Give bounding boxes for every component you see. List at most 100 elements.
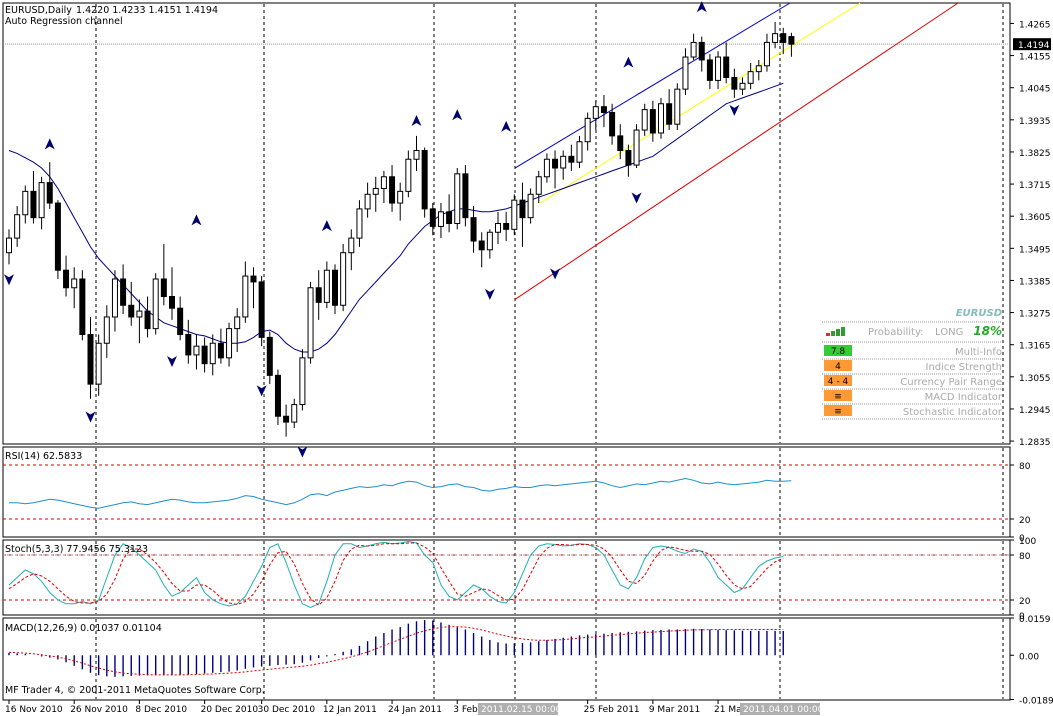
candle[interactable]	[633, 124, 640, 169]
candle[interactable]	[454, 168, 461, 230]
candle[interactable]	[71, 267, 78, 309]
candle[interactable]	[201, 337, 208, 373]
candle[interactable]	[731, 68, 738, 98]
candle[interactable]	[258, 276, 265, 347]
macd-pane[interactable]: 0.0159 0.00 -0.01891	[2, 615, 1053, 707]
candle[interactable]	[144, 296, 151, 338]
candle[interactable]	[780, 27, 787, 55]
price-pane[interactable]: 1.4265 1.4155 1.4045 1.3935 1.3825 1.3715 1.36…	[2, 1, 1051, 458]
candle[interactable]	[560, 150, 567, 180]
candle[interactable]	[658, 97, 664, 139]
candle[interactable]	[609, 103, 616, 145]
candle[interactable]	[511, 194, 518, 236]
candle[interactable]	[185, 319, 192, 364]
candle[interactable]	[177, 296, 184, 341]
candle[interactable]	[160, 243, 167, 306]
candle[interactable]	[429, 203, 436, 236]
candle[interactable]	[217, 328, 224, 364]
candle[interactable]	[299, 349, 306, 411]
candle[interactable]	[772, 21, 779, 49]
candle[interactable]	[600, 94, 607, 128]
candle[interactable]	[46, 162, 53, 209]
candle[interactable]	[79, 270, 86, 341]
candle[interactable]	[250, 267, 257, 309]
candle[interactable]	[389, 165, 396, 212]
candle[interactable]	[617, 124, 624, 160]
candle[interactable]	[437, 203, 444, 239]
candle[interactable]	[54, 200, 61, 279]
candle[interactable]	[706, 54, 713, 90]
candle[interactable]	[226, 322, 233, 367]
candle[interactable]	[356, 200, 363, 247]
candle[interactable]	[666, 89, 673, 131]
candle[interactable]	[63, 255, 70, 297]
candle[interactable]	[503, 211, 510, 242]
candle[interactable]	[87, 316, 94, 399]
candle[interactable]	[348, 229, 355, 271]
candle[interactable]	[22, 185, 29, 224]
candle[interactable]	[209, 334, 216, 376]
candle[interactable]	[169, 267, 175, 320]
candle[interactable]	[584, 112, 591, 151]
candle[interactable]	[14, 205, 21, 247]
candle[interactable]	[592, 100, 599, 131]
candle[interactable]	[323, 261, 330, 309]
candle[interactable]	[519, 182, 526, 247]
candle[interactable]	[332, 264, 338, 315]
candle[interactable]	[755, 59, 762, 81]
candle[interactable]	[723, 42, 730, 84]
candle[interactable]	[674, 83, 681, 131]
candle[interactable]	[478, 232, 485, 268]
candle[interactable]	[274, 369, 281, 426]
candle[interactable]	[30, 170, 37, 224]
candle[interactable]	[568, 144, 575, 171]
stoch-pane[interactable]: 100 80 20 0	[2, 537, 1036, 622]
candle[interactable]	[788, 32, 795, 57]
candle[interactable]	[38, 176, 45, 230]
candle[interactable]	[315, 270, 322, 320]
candle[interactable]	[625, 144, 632, 177]
candle[interactable]	[446, 194, 453, 233]
candle[interactable]	[364, 182, 371, 218]
candle[interactable]	[739, 77, 746, 95]
candle[interactable]	[307, 281, 314, 364]
candle[interactable]	[120, 264, 127, 315]
candle[interactable]	[763, 33, 770, 72]
candle[interactable]	[747, 62, 754, 90]
candle[interactable]	[266, 331, 273, 385]
candle[interactable]	[543, 153, 550, 183]
candle[interactable]	[552, 150, 559, 189]
candle[interactable]	[535, 170, 542, 204]
candle[interactable]	[397, 182, 404, 221]
candle[interactable]	[340, 243, 347, 312]
candle[interactable]	[690, 33, 697, 60]
candle[interactable]	[649, 100, 656, 142]
rsi-pane[interactable]: 80 20 0	[2, 446, 1031, 544]
candle[interactable]	[372, 176, 379, 212]
candle[interactable]	[698, 36, 705, 72]
candle[interactable]	[136, 299, 143, 344]
candle[interactable]	[576, 135, 583, 169]
candle[interactable]	[283, 404, 290, 437]
candle[interactable]	[470, 205, 477, 253]
candle[interactable]	[128, 281, 135, 326]
candle[interactable]	[413, 135, 420, 171]
candle[interactable]	[291, 398, 298, 428]
candle[interactable]	[641, 103, 648, 136]
candle[interactable]	[111, 270, 118, 332]
candle[interactable]	[486, 229, 493, 259]
candle[interactable]	[6, 229, 12, 265]
candle[interactable]	[152, 273, 159, 335]
candle[interactable]	[527, 188, 534, 224]
candle[interactable]	[715, 51, 722, 90]
candle[interactable]	[103, 305, 110, 358]
candle[interactable]	[421, 147, 428, 218]
candle[interactable]	[495, 211, 501, 244]
candle[interactable]	[234, 308, 241, 353]
candle[interactable]	[95, 334, 102, 396]
candle[interactable]	[193, 334, 200, 370]
candle[interactable]	[462, 165, 469, 227]
candle[interactable]	[405, 150, 412, 198]
candle[interactable]	[380, 170, 387, 204]
